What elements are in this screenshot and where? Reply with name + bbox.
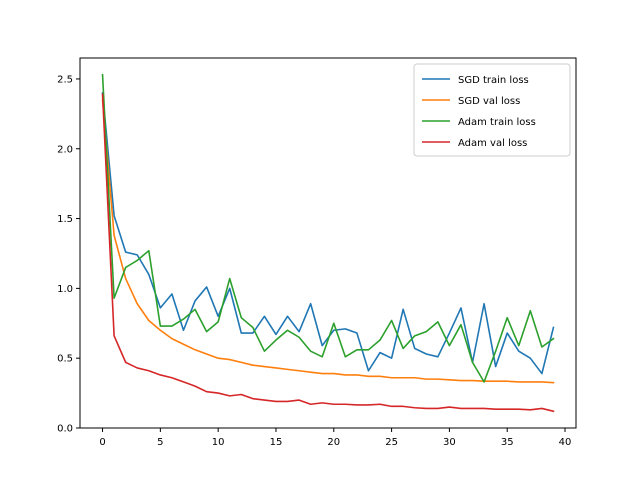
y-tick-label: 0.0 <box>57 424 73 435</box>
x-axis: 0 5 10 15 20 25 30 35 40 <box>99 428 571 448</box>
y-axis: 0.0 0.5 1.0 1.5 2.0 2.5 <box>57 74 80 435</box>
x-tick-label: 35 <box>501 437 514 448</box>
legend-label-3: Adam val loss <box>458 138 527 149</box>
y-tick-label: 2.0 <box>57 144 73 155</box>
legend-label-0: SGD train loss <box>458 75 529 86</box>
x-tick-label: 20 <box>327 437 340 448</box>
y-tick-label: 1.5 <box>57 214 73 225</box>
x-tick-label: 5 <box>157 437 163 448</box>
legend-box <box>413 63 571 157</box>
legend: SGD train loss SGD val loss Adam train los… <box>413 63 571 157</box>
x-tick-label: 25 <box>385 437 398 448</box>
series-line-3 <box>101 93 555 413</box>
y-tick-label: 1.0 <box>57 284 73 295</box>
y-tick-label: 0.5 <box>57 354 73 365</box>
x-tick-label: 15 <box>270 437 283 448</box>
legend-label-1: SGD val loss <box>458 96 520 107</box>
legend-label-2: Adam train loss <box>458 117 536 128</box>
series-layer <box>101 73 555 413</box>
series-line-2 <box>101 73 555 383</box>
axes-frame <box>79 57 577 429</box>
y-tick-label: 2.5 <box>57 74 73 85</box>
series-line-1 <box>101 99 555 384</box>
x-tick-label: 40 <box>559 437 572 448</box>
x-tick-label: 0 <box>99 437 105 448</box>
x-tick-label: 30 <box>443 437 456 448</box>
x-tick-label: 10 <box>212 437 225 448</box>
